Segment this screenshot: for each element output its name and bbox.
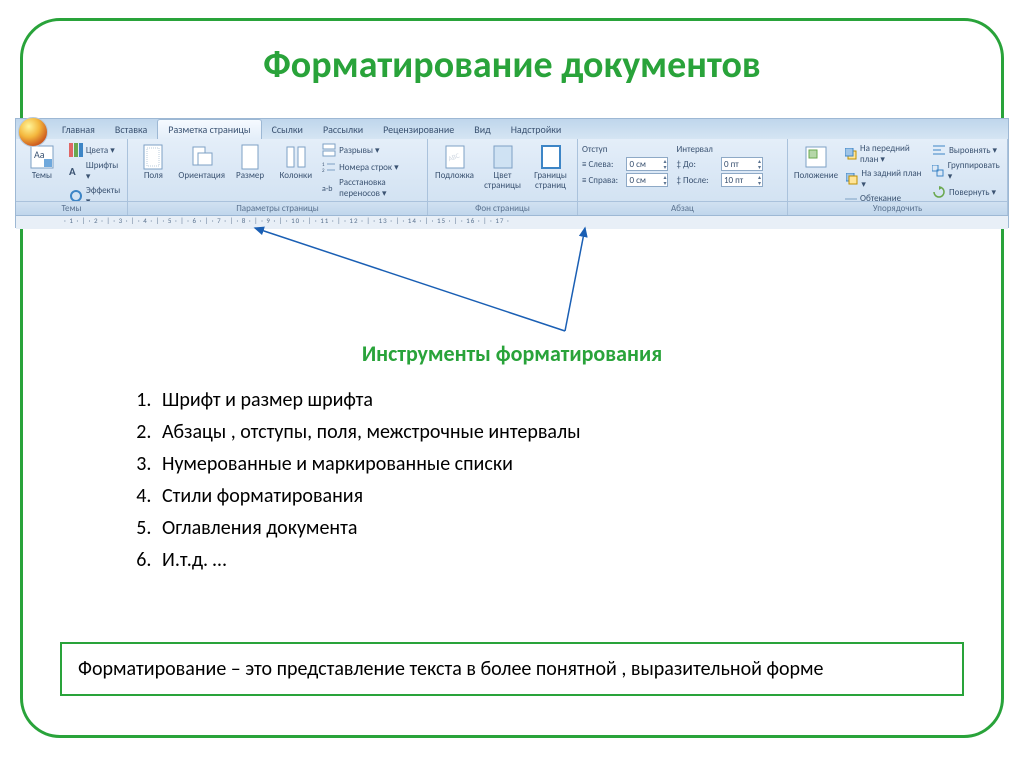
tab-addins[interactable]: Надстройки <box>501 120 572 139</box>
rotate-icon <box>932 185 946 199</box>
tab-home[interactable]: Главная <box>52 120 105 139</box>
indent-left-icon: ≡ <box>582 159 586 170</box>
ribbon-tabs: Главная Вставка Разметка страницы Ссылки… <box>16 119 1008 139</box>
group-page-setup: Поля Ориентация Размер Колонки Разрывы ▾… <box>128 139 428 215</box>
group-themes: Aa Темы Цвета ▾ AШрифты ▾ Эффекты ▾ Темы <box>16 139 128 215</box>
colors-icon <box>69 143 83 157</box>
theme-colors-button[interactable]: Цвета ▾ <box>67 142 123 158</box>
themes-button[interactable]: Aa Темы <box>20 142 64 183</box>
borders-icon <box>538 144 564 170</box>
list-item: Оглавления документа <box>156 516 581 540</box>
theme-fonts-button[interactable]: AШрифты ▾ <box>67 159 123 183</box>
orientation-icon <box>189 144 215 170</box>
group-label-page-setup: Параметры страницы <box>128 201 427 215</box>
svg-text:a-b: a-b <box>322 184 332 194</box>
group-label-themes: Темы <box>16 201 127 215</box>
indent-heading: Отступ <box>582 144 668 155</box>
indent-right-icon: ≡ <box>582 175 586 186</box>
svg-text:Aa: Aa <box>34 148 45 161</box>
align-button[interactable]: Выровнять ▾ <box>930 142 1003 158</box>
themes-icon: Aa <box>29 144 55 170</box>
group-page-background: ABCПодложка Цвет страницы Границы страни… <box>428 139 578 215</box>
fonts-icon: A <box>69 164 83 178</box>
page-color-button[interactable]: Цвет страницы <box>480 142 525 193</box>
space-after-input[interactable]: 10 пт <box>721 173 763 187</box>
send-back-icon <box>845 172 858 186</box>
line-numbers-button[interactable]: 12Номера строк ▾ <box>320 159 423 175</box>
page-color-icon <box>490 144 516 170</box>
bring-front-button[interactable]: На передний план ▾ <box>843 142 927 166</box>
watermark-icon: ABC <box>442 144 468 170</box>
page-borders-button[interactable]: Границы страниц <box>528 142 573 193</box>
group-paragraph: Отступ ≡Слева:0 см ≡Справа:0 см Интервал… <box>578 139 788 215</box>
tab-view[interactable]: Вид <box>464 120 500 139</box>
bring-front-icon <box>845 147 857 161</box>
columns-button[interactable]: Колонки <box>274 142 317 183</box>
group-label-paragraph: Абзац <box>578 201 787 215</box>
svg-text:2: 2 <box>322 168 325 174</box>
tab-references[interactable]: Ссылки <box>262 120 313 139</box>
columns-icon <box>283 144 309 170</box>
group-icon <box>932 164 945 178</box>
size-button[interactable]: Размер <box>229 142 272 183</box>
send-back-button[interactable]: На задний план ▾ <box>843 167 927 191</box>
svg-text:A: A <box>69 165 76 178</box>
rotate-button[interactable]: Повернуть ▾ <box>930 184 1003 200</box>
indent-right-input[interactable]: 0 см <box>626 173 668 187</box>
list-item: Нумерованные и маркированные списки <box>156 452 581 476</box>
position-icon <box>803 144 829 170</box>
group-label-page-bg: Фон страницы <box>428 201 577 215</box>
breaks-icon <box>322 143 336 157</box>
watermark-button[interactable]: ABCПодложка <box>432 142 477 183</box>
group-arrange: Положение На передний план ▾ На задний п… <box>788 139 1008 215</box>
page-title: Форматирование документов <box>0 42 1024 88</box>
position-button[interactable]: Положение <box>792 142 840 183</box>
hyphenation-button[interactable]: a-bРасстановка переносов ▾ <box>320 176 423 200</box>
spacing-heading: Интервал <box>676 144 762 155</box>
margins-button[interactable]: Поля <box>132 142 175 183</box>
ribbon-body: Aa Темы Цвета ▾ AШрифты ▾ Эффекты ▾ Темы… <box>16 139 1008 215</box>
definition-text: Форматирование – это представление текст… <box>78 657 824 681</box>
group-label-arrange: Упорядочить <box>788 201 1007 215</box>
space-before-icon: ‡ <box>676 159 680 170</box>
tab-review[interactable]: Рецензирование <box>373 120 464 139</box>
list-item: Абзацы , отступы, поля, межстрочные инте… <box>156 420 581 444</box>
space-after-icon: ‡ <box>676 175 680 186</box>
hyphenation-icon: a-b <box>322 181 336 195</box>
space-before-input[interactable]: 0 пт <box>721 157 763 171</box>
tab-mailings[interactable]: Рассылки <box>313 120 373 139</box>
size-icon <box>237 144 263 170</box>
line-numbers-icon: 12 <box>322 160 336 174</box>
orientation-button[interactable]: Ориентация <box>178 142 226 183</box>
margins-icon <box>140 144 166 170</box>
definition-box: Форматирование – это представление текст… <box>60 642 964 696</box>
breaks-button[interactable]: Разрывы ▾ <box>320 142 423 158</box>
office-button[interactable] <box>18 117 48 147</box>
list-item: Шрифт и размер шрифта <box>156 388 581 412</box>
list-item: Стили форматирования <box>156 484 581 508</box>
tab-page-layout[interactable]: Разметка страницы <box>157 119 261 139</box>
subtitle: Инструменты форматирования <box>0 340 1024 367</box>
group-button[interactable]: Группировать ▾ <box>930 159 1003 183</box>
word-ribbon: Главная Вставка Разметка страницы Ссылки… <box>15 118 1009 228</box>
indent-left-input[interactable]: 0 см <box>626 157 668 171</box>
tab-insert[interactable]: Вставка <box>105 120 157 139</box>
align-icon <box>932 143 946 157</box>
tools-list: Шрифт и размер шрифта Абзацы , отступы, … <box>130 388 581 580</box>
list-item: И.т.д. … <box>156 548 581 572</box>
